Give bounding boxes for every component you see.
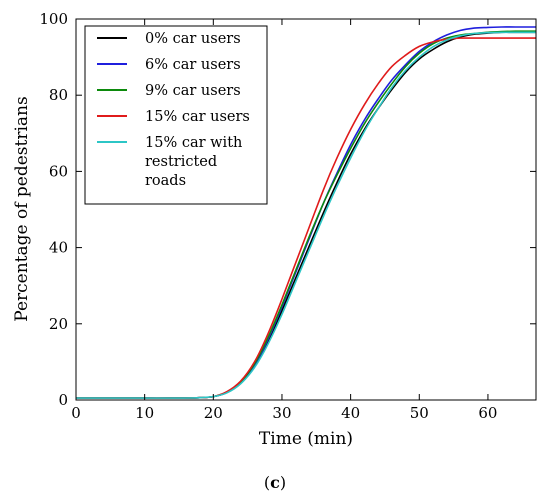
y-tick-label-1: 20 (49, 315, 68, 333)
caption-close: ) (280, 473, 286, 492)
x-tick-label-6: 60 (478, 404, 497, 422)
axis-ticks (75, 18, 536, 401)
x-axis-title: Time (min) (259, 429, 353, 449)
x-tick-label-2: 20 (204, 404, 223, 422)
x-tick-label-4: 40 (341, 404, 360, 422)
legend-label-4-0: 15% car with (145, 135, 242, 151)
legend-label-3-0: 15% car users (145, 109, 250, 125)
legend-label-2-0: 9% car users (145, 83, 241, 99)
legend-label-4-2: roads (145, 173, 186, 189)
legend-label-0-0: 0% car users (145, 31, 241, 47)
plot-lines (76, 26, 537, 399)
x-tick-label-3: 30 (272, 404, 291, 422)
legend-label-4-1: restricted (145, 154, 217, 170)
y-tick-label-0: 0 (58, 391, 68, 409)
y-tick-label-3: 60 (49, 162, 68, 180)
axis-tick-labels: 0 10 20 30 40 50 60 0 20 40 60 80 100 (39, 10, 497, 422)
series-line-4 (76, 31, 536, 399)
y-tick-label-5: 100 (39, 10, 68, 28)
y-axis-title: Percentage of pedestrians (12, 96, 32, 321)
caption-open: ( (264, 473, 270, 492)
x-tick-label-0: 0 (71, 404, 81, 422)
legend-label-1-0: 6% car users (145, 57, 241, 73)
y-tick-label-2: 40 (49, 239, 68, 257)
x-tick-label-5: 50 (410, 404, 429, 422)
x-tick-label-1: 10 (135, 404, 154, 422)
figure-caption: (c) (264, 473, 286, 492)
y-tick-label-4: 80 (49, 86, 68, 104)
legend: 0% car users 6% car users 9% car users 15% … (84, 25, 268, 205)
caption-letter: c (270, 473, 280, 492)
plot-frame (75, 18, 537, 401)
